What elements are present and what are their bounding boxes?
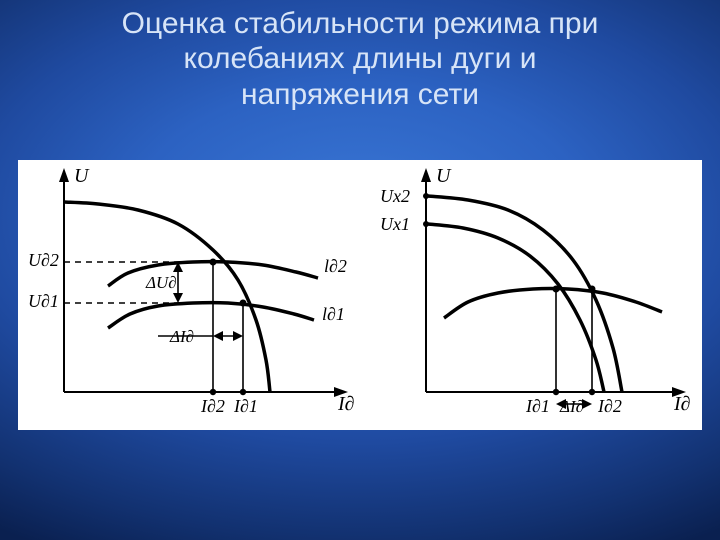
label-id2: I∂2 bbox=[200, 396, 225, 416]
label-id1: I∂1 bbox=[233, 396, 258, 416]
left-y-axis-label: U bbox=[74, 165, 90, 187]
right-x-axis-label: I∂ bbox=[673, 393, 691, 415]
label-delta-i-right: ΔI∂ bbox=[559, 397, 584, 416]
label-id1-right: I∂1 bbox=[525, 396, 550, 416]
label-ux2: Uх2 bbox=[380, 186, 410, 206]
left-source-curve bbox=[64, 202, 270, 392]
label-ld2: l∂2 bbox=[324, 256, 347, 276]
left-arc-curve-ld1 bbox=[108, 303, 314, 328]
label-delta-i-left: ΔI∂ bbox=[169, 327, 194, 346]
title-line-1: Оценка стабильности режима при bbox=[0, 6, 720, 41]
right-chart: U I∂ Uх2 Uх1 I∂1 I∂2 bbox=[368, 160, 702, 430]
right-arc-curve bbox=[444, 289, 662, 319]
label-ux1: Uх1 bbox=[380, 214, 410, 234]
right-source-curve-ux1 bbox=[428, 224, 604, 392]
label-ld1: l∂1 bbox=[322, 304, 345, 324]
title-block: Оценка стабильности режима при колебания… bbox=[0, 0, 720, 112]
label-id2-right: I∂2 bbox=[597, 396, 622, 416]
label-ud1: U∂1 bbox=[28, 291, 59, 311]
label-ud2: U∂2 bbox=[28, 250, 59, 270]
title-line-3: напряжения сети bbox=[0, 77, 720, 112]
slide: Оценка стабильности режима при колебания… bbox=[0, 0, 720, 540]
left-chart: U I∂ l∂2 l∂1 U∂2 U∂1 I∂2 I∂1 bbox=[18, 160, 368, 430]
title-line-2: колебаниях длины дуги и bbox=[0, 41, 720, 76]
plot-panel: U I∂ l∂2 l∂1 U∂2 U∂1 I∂2 I∂1 bbox=[18, 160, 702, 430]
label-delta-u: ΔU∂ bbox=[145, 273, 177, 292]
left-x-axis-label: I∂ bbox=[337, 393, 355, 415]
right-y-axis-label: U bbox=[436, 165, 452, 187]
